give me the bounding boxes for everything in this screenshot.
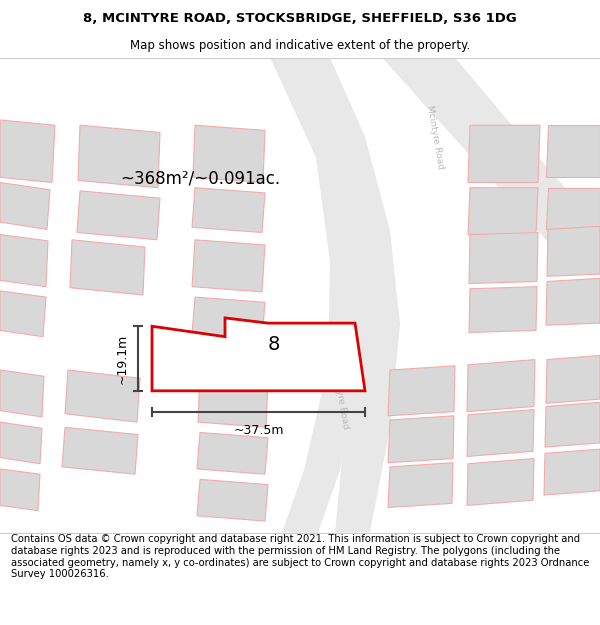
Polygon shape [388,366,455,416]
Polygon shape [388,416,454,462]
Polygon shape [544,449,600,495]
Polygon shape [0,120,55,182]
Polygon shape [0,422,42,464]
Polygon shape [65,370,140,422]
Text: ~37.5m: ~37.5m [233,424,284,437]
Polygon shape [280,58,400,532]
Text: ~368m²/~0.091ac.: ~368m²/~0.091ac. [120,169,280,187]
Polygon shape [467,409,534,456]
Polygon shape [192,240,265,292]
Polygon shape [468,188,538,234]
Text: ~19.1m: ~19.1m [115,333,128,384]
Polygon shape [0,291,46,337]
Polygon shape [70,240,145,295]
Polygon shape [467,359,535,412]
Polygon shape [197,479,268,521]
Polygon shape [0,469,40,511]
Polygon shape [0,182,50,229]
Polygon shape [388,462,453,508]
Polygon shape [546,125,600,177]
Polygon shape [197,432,268,474]
Text: Mcintyre Road: Mcintyre Road [330,364,350,430]
Polygon shape [546,356,600,403]
Polygon shape [192,297,265,339]
Polygon shape [270,58,365,532]
Polygon shape [546,188,600,229]
Polygon shape [0,370,44,417]
Polygon shape [0,234,48,287]
Polygon shape [385,58,600,262]
Text: 8: 8 [268,334,280,354]
Polygon shape [198,375,268,428]
Polygon shape [382,58,600,267]
Polygon shape [193,125,265,182]
Text: 8, MCINTYRE ROAD, STOCKSBRIDGE, SHEFFIELD, S36 1DG: 8, MCINTYRE ROAD, STOCKSBRIDGE, SHEFFIEL… [83,11,517,24]
Text: Map shows position and indicative extent of the property.: Map shows position and indicative extent… [130,39,470,52]
Polygon shape [468,125,540,182]
Polygon shape [547,226,600,276]
Polygon shape [192,188,265,232]
Polygon shape [62,428,138,474]
Polygon shape [545,402,600,447]
Polygon shape [546,278,600,325]
Text: Contains OS data © Crown copyright and database right 2021. This information is : Contains OS data © Crown copyright and d… [11,534,589,579]
Polygon shape [469,287,537,332]
Polygon shape [152,318,365,391]
Text: Mcintyre Road: Mcintyre Road [425,104,445,169]
Polygon shape [77,191,160,240]
Polygon shape [78,125,160,188]
Polygon shape [467,459,534,506]
Polygon shape [469,232,538,284]
